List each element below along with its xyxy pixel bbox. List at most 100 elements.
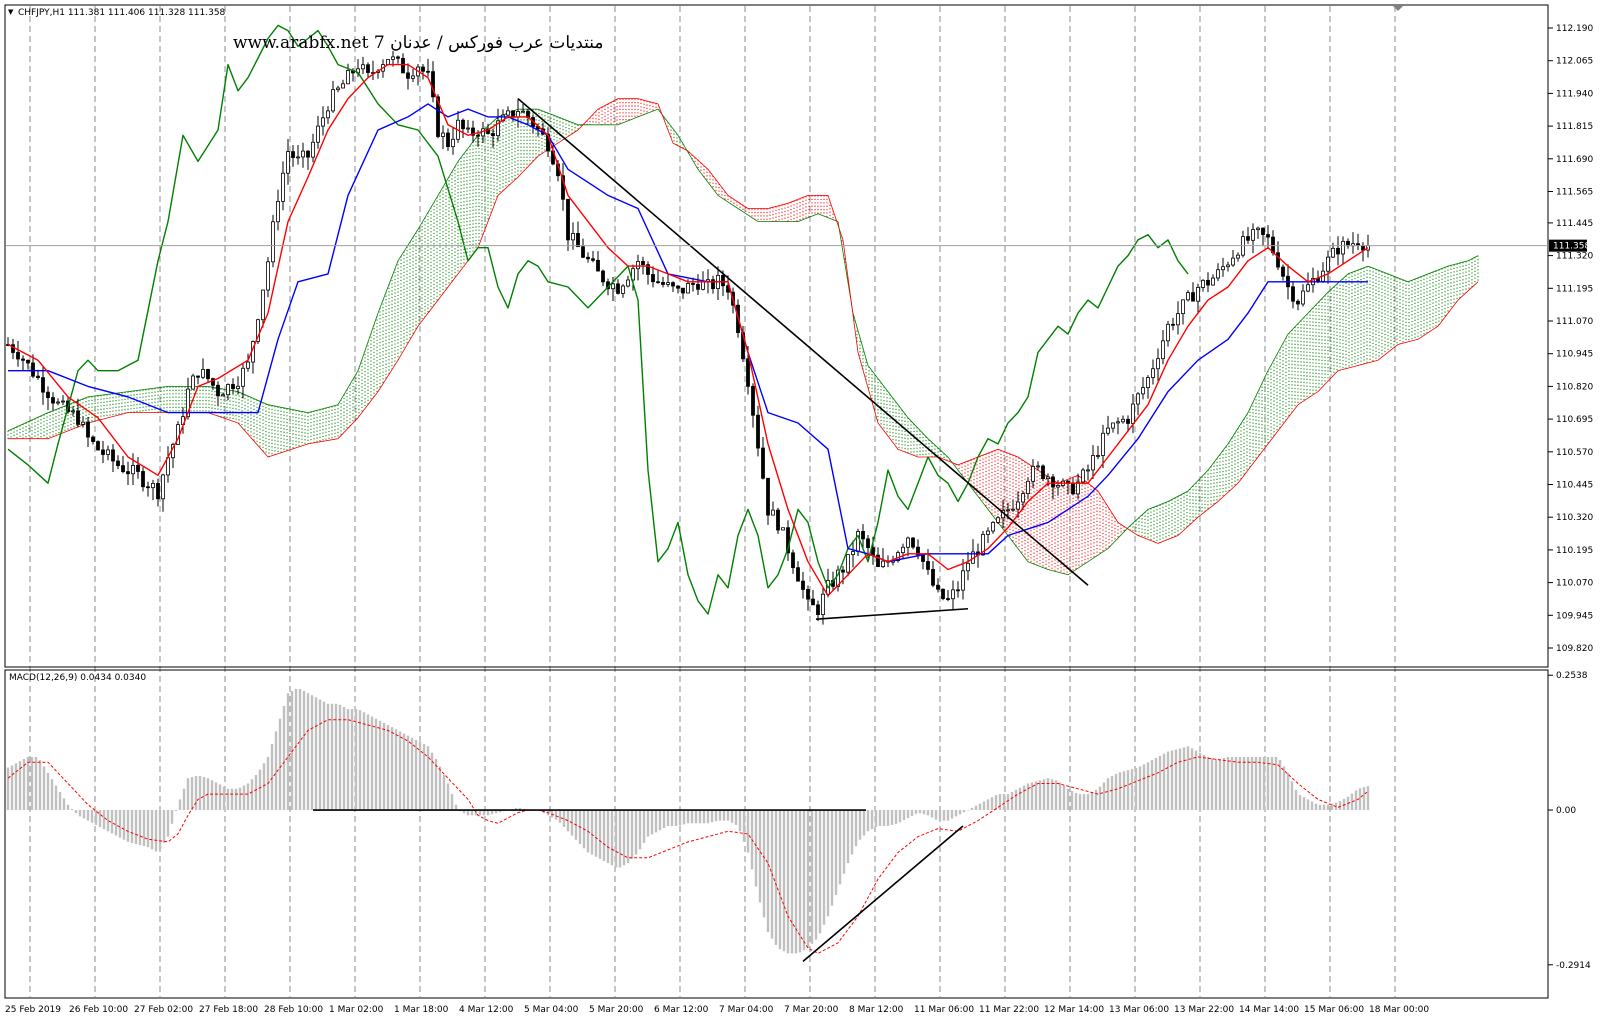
candle-body <box>396 56 400 59</box>
macd-bar <box>746 810 750 853</box>
candle-body <box>1031 466 1035 482</box>
macd-bar <box>446 783 450 811</box>
macd-bar <box>198 776 202 811</box>
macd-bar <box>934 810 938 820</box>
macd-bar <box>938 810 942 821</box>
candle-body <box>496 120 500 137</box>
macd-bar <box>398 731 402 811</box>
candle-body <box>1141 387 1145 395</box>
dropdown-arrow-icon[interactable]: ▼ <box>8 8 14 16</box>
macd-bar <box>134 810 138 845</box>
candle-body <box>121 465 125 473</box>
candle-body <box>386 59 390 66</box>
macd-bar <box>118 810 122 838</box>
macd-bar <box>962 810 966 813</box>
macd-bar <box>942 810 946 821</box>
macd-bar <box>1134 768 1138 811</box>
candle-body <box>946 598 950 600</box>
macd-bar <box>26 756 30 811</box>
candle-body <box>321 117 325 127</box>
macd-bar <box>690 810 694 824</box>
macd-bar <box>1350 793 1354 811</box>
macd-bar <box>1162 753 1166 811</box>
time-tick-label: 6 Mar 12:00 <box>654 1005 709 1015</box>
macd-bar <box>1010 791 1014 811</box>
candle-body <box>1091 455 1095 471</box>
candle-body <box>711 279 715 290</box>
macd-bar <box>626 810 630 864</box>
macd-bar <box>1178 748 1182 811</box>
macd-bar <box>154 810 158 852</box>
time-tick-label: 14 Mar 14:00 <box>1239 1005 1299 1015</box>
macd-bar <box>846 810 850 864</box>
macd-bar <box>1294 789 1298 811</box>
shift-marker-icon[interactable] <box>1393 6 1403 11</box>
time-tick-label: 13 Mar 06:00 <box>1109 1005 1169 1015</box>
macd-bar <box>1098 786 1102 811</box>
macd-bar <box>758 810 762 903</box>
candle-body <box>476 134 480 137</box>
candle-body <box>991 521 995 532</box>
macd-bar <box>642 810 646 843</box>
macd-tick-label: 0.2538 <box>1556 671 1588 681</box>
macd-bar <box>646 810 650 837</box>
macd-bar <box>62 798 66 811</box>
macd-bar <box>566 810 570 832</box>
macd-bar <box>402 733 406 811</box>
macd-bar <box>234 788 238 811</box>
candle-body <box>846 554 850 573</box>
time-tick-label: 25 Feb 2019 <box>5 1005 61 1015</box>
trendlines[interactable] <box>313 98 1089 962</box>
macd-bar <box>730 810 734 823</box>
macd-bar <box>230 788 234 811</box>
macd-bar <box>666 810 670 826</box>
candle-body <box>31 362 35 377</box>
candle-body <box>1131 403 1135 424</box>
candle-body <box>796 567 800 582</box>
candle-body <box>1191 292 1195 302</box>
candle-body <box>441 132 445 137</box>
vertical-grid <box>29 6 1396 997</box>
candle-body <box>1176 313 1180 326</box>
macd-bar <box>82 810 86 819</box>
macd-bar <box>1058 782 1062 811</box>
senkou-span-a <box>7 108 1479 576</box>
macd-bar <box>830 810 834 906</box>
candle-body <box>256 319 260 342</box>
macd-bar <box>1290 781 1294 811</box>
macd-bar <box>110 810 114 834</box>
macd-bar <box>130 810 134 843</box>
macd-bar <box>966 810 970 811</box>
candle-body <box>1236 254 1240 259</box>
candle-body <box>131 464 135 475</box>
candle-body <box>686 283 690 294</box>
macd-bar <box>890 810 894 825</box>
macd-bar <box>1050 779 1054 811</box>
macd-bar <box>1306 799 1310 811</box>
macd-bar <box>222 786 226 811</box>
macd-bar <box>302 691 306 811</box>
candle-body <box>566 198 570 241</box>
candlesticks <box>6 50 1370 625</box>
macd-bar <box>1022 785 1026 811</box>
macd-bar <box>1238 756 1242 811</box>
macd-bar <box>298 688 302 811</box>
macd-bar <box>786 810 790 954</box>
candle-body <box>151 482 155 489</box>
macd-bar <box>1126 770 1130 811</box>
macd-bar <box>1218 759 1222 811</box>
macd-bar <box>862 810 866 836</box>
time-tick-label: 1 Mar 02:00 <box>329 1005 384 1015</box>
candle-body <box>591 258 595 261</box>
macd-bar <box>1258 756 1262 811</box>
macd-label: MACD(12,26,9) 0.0434 0.0340 <box>9 673 146 683</box>
macd-bar <box>562 810 566 828</box>
macd-bar <box>434 759 438 811</box>
candle-body <box>1266 234 1270 238</box>
macd-bar <box>806 810 810 949</box>
candle-body <box>301 150 305 158</box>
macd-bar <box>818 810 822 934</box>
macd-bar <box>474 810 478 816</box>
macd-bar <box>810 810 814 944</box>
